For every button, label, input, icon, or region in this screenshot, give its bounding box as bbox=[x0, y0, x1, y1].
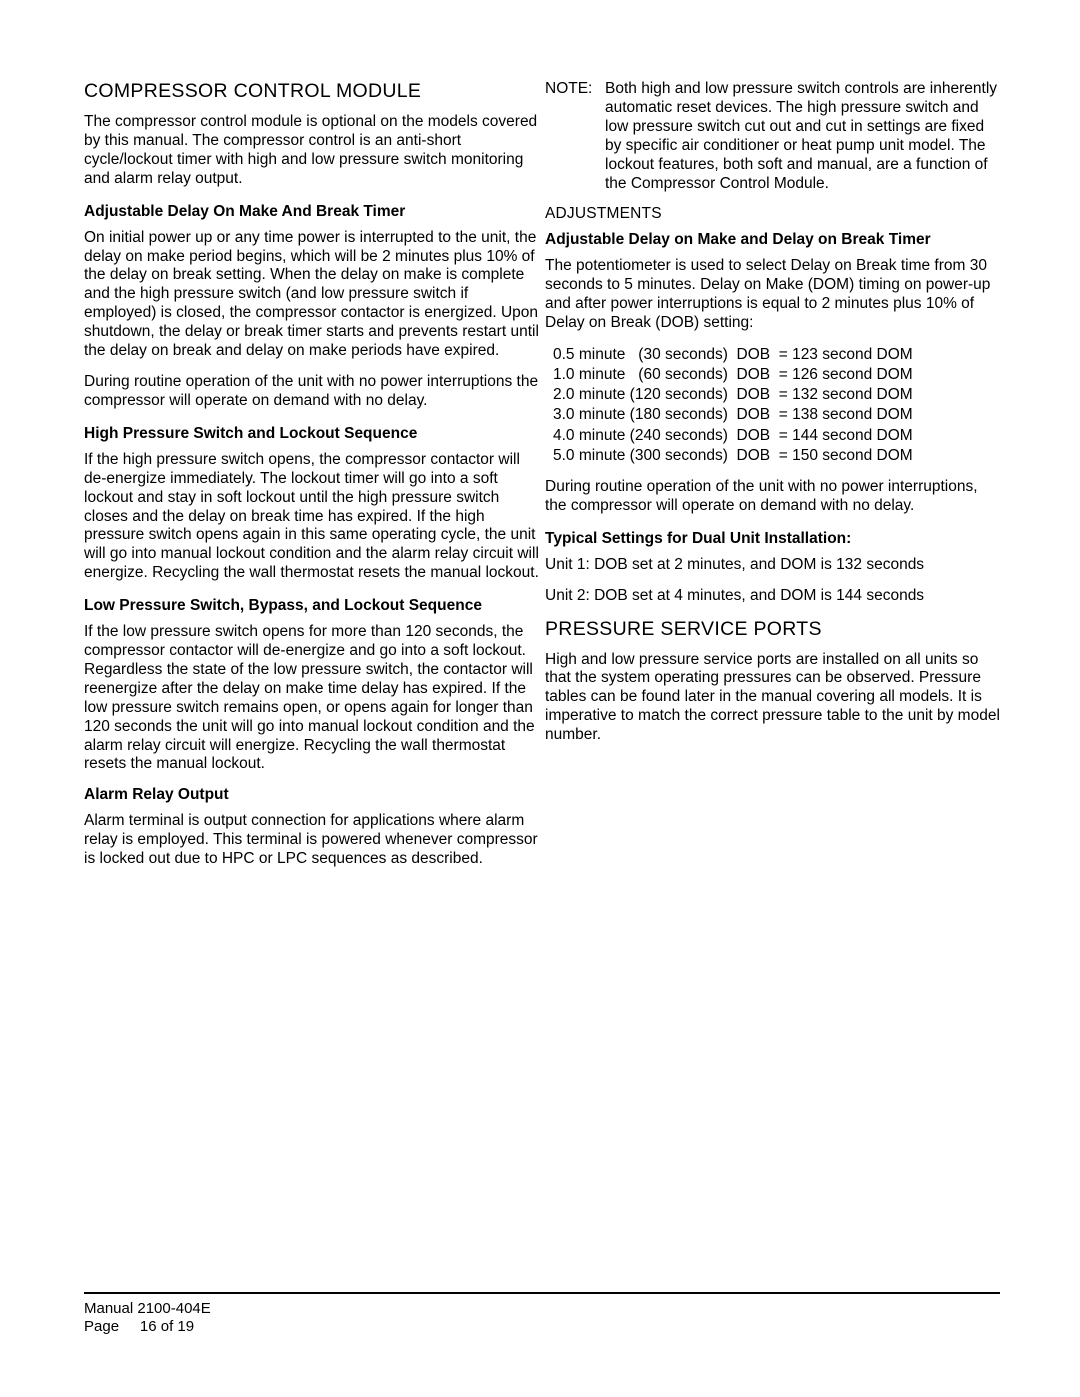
section-title-pressure-ports: PRESSURE SERVICE PORTS bbox=[545, 618, 1000, 641]
paragraph: If the high pressure switch opens, the c… bbox=[84, 451, 539, 583]
note-label: NOTE: bbox=[545, 80, 605, 193]
footer-page-value: 16 of 19 bbox=[140, 1318, 194, 1335]
page: COMPRESSOR CONTROL MODULE The compressor… bbox=[0, 0, 1080, 1397]
paragraph: High and low pressure service ports are … bbox=[545, 651, 1000, 746]
note-body: Both high and low pressure switch contro… bbox=[605, 80, 1000, 193]
subheading-adj-delay: Adjustable Delay on Make and Delay on Br… bbox=[545, 231, 1000, 249]
footer-page-line: Page 16 of 19 bbox=[84, 1318, 1000, 1337]
paragraph: Unit 2: DOB set at 4 minutes, and DOM is… bbox=[545, 587, 1000, 606]
subheading-delay-timer: Adjustable Delay On Make And Break Timer bbox=[84, 203, 539, 221]
section-title-adjustments: ADJUSTMENTS bbox=[545, 205, 1000, 223]
paragraph: If the low pressure switch opens for mor… bbox=[84, 623, 539, 774]
paragraph: The compressor control module is optiona… bbox=[84, 113, 539, 189]
paragraph: Alarm terminal is output connection for … bbox=[84, 812, 539, 869]
footer-page-label: Page bbox=[84, 1318, 119, 1335]
paragraph: During routine operation of the unit wit… bbox=[84, 373, 539, 411]
subheading-hp-switch: High Pressure Switch and Lockout Sequenc… bbox=[84, 425, 539, 443]
paragraph: The potentiometer is used to select Dela… bbox=[545, 257, 1000, 333]
footer-rule bbox=[84, 1292, 1000, 1294]
paragraph: During routine operation of the unit wit… bbox=[545, 478, 1000, 516]
section-title-compressor: COMPRESSOR CONTROL MODULE bbox=[84, 80, 539, 103]
page-footer: Manual 2100-404E Page 16 of 19 bbox=[84, 1292, 1000, 1338]
subheading-lp-switch: Low Pressure Switch, Bypass, and Lockout… bbox=[84, 597, 539, 615]
two-column-body: COMPRESSOR CONTROL MODULE The compressor… bbox=[84, 80, 1000, 950]
paragraph: On initial power up or any time power is… bbox=[84, 229, 539, 361]
paragraph: Unit 1: DOB set at 2 minutes, and DOM is… bbox=[545, 556, 1000, 575]
subheading-alarm-relay: Alarm Relay Output bbox=[84, 786, 539, 804]
footer-manual-line: Manual 2100-404E bbox=[84, 1300, 1000, 1319]
timer-table: 0.5 minute (30 seconds) DOB = 123 second… bbox=[545, 345, 1000, 466]
note-block: NOTE: Both high and low pressure switch … bbox=[545, 80, 1000, 193]
subheading-typical-settings: Typical Settings for Dual Unit Installat… bbox=[545, 530, 1000, 548]
